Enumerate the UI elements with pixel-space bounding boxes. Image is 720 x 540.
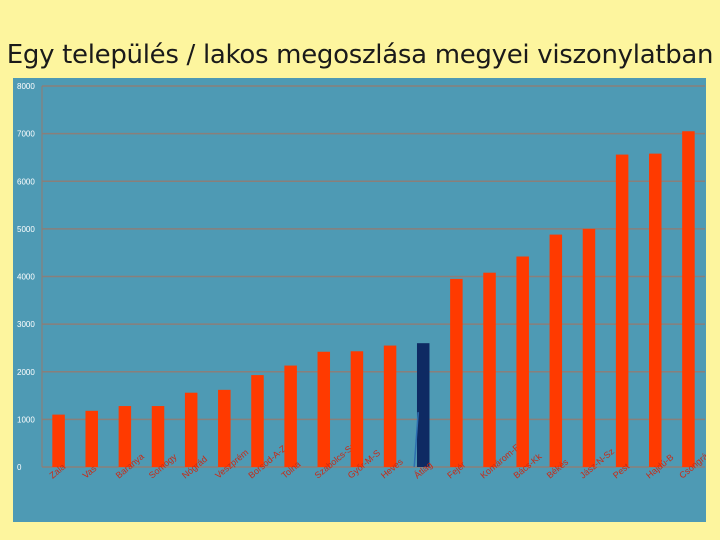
y-tick-label: 4000 — [17, 273, 35, 282]
bar — [483, 272, 496, 467]
bar — [615, 154, 629, 467]
y-tick-label: 5000 — [17, 225, 35, 234]
bar — [317, 351, 331, 467]
y-tick-label: 0 — [17, 463, 22, 472]
bar — [184, 392, 198, 467]
highlight-pointer — [413, 412, 419, 468]
bar — [516, 256, 529, 467]
bar — [251, 375, 264, 467]
y-tick-label: 1000 — [17, 415, 35, 424]
bar — [582, 228, 596, 467]
bar — [549, 234, 563, 467]
y-tick-label: 7000 — [17, 130, 35, 139]
x-tick-label: Tolna — [279, 459, 302, 480]
bar — [284, 365, 297, 467]
bar — [383, 345, 397, 467]
y-tick-label: 8000 — [17, 82, 35, 91]
y-tick-label: 2000 — [17, 368, 35, 377]
bar — [350, 351, 364, 467]
bar — [151, 406, 165, 467]
bar — [450, 278, 463, 467]
chart-area: 0 1000 2000 3000 4000 5000 6000 7000 8000 Zala Vas… — [13, 78, 706, 522]
bar — [682, 131, 695, 467]
x-tick-label: Fejér — [445, 460, 467, 481]
bar — [649, 153, 662, 467]
bar — [52, 414, 65, 467]
x-tick-label: Pest — [611, 461, 632, 481]
bar — [85, 410, 98, 467]
bar — [118, 406, 132, 467]
chart-title: Egy település / lakos megoszlása megyei … — [6, 40, 714, 70]
y-tick-label: 6000 — [17, 177, 35, 186]
bar-highlight — [416, 343, 430, 467]
bar — [218, 389, 231, 467]
x-tick-label: Átlag — [412, 460, 434, 481]
y-tick-label: 3000 — [17, 320, 35, 329]
